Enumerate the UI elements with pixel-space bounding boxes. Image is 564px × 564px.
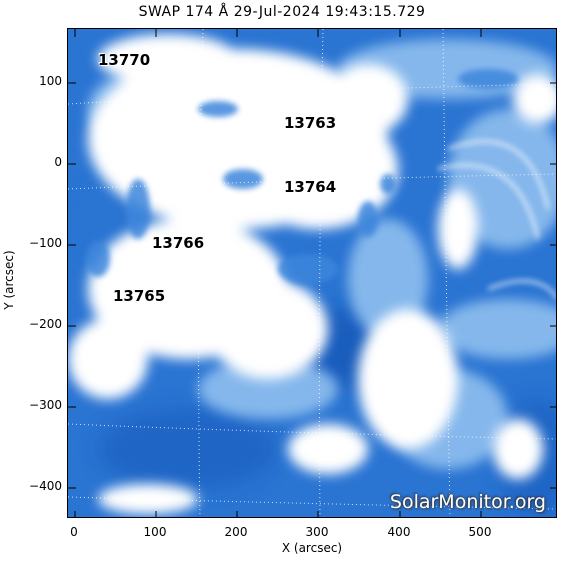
y-axis-label: Y (arcsec) — [2, 250, 16, 310]
active-region-label: 13765 — [113, 287, 166, 305]
y-tick-label: 100 — [39, 74, 62, 88]
x-tick-label: 200 — [224, 525, 248, 539]
active-region-label: 13770 — [98, 51, 151, 69]
x-tick-label: 0 — [70, 525, 78, 539]
x-tick-label: 400 — [387, 525, 411, 539]
x-axis-label: X (arcsec) — [281, 541, 343, 555]
y-tick-label: −200 — [29, 317, 62, 331]
solar-image-panel: 13770 13763 13764 13766 13765 SolarMonit… — [67, 28, 557, 518]
y-tick-label: −400 — [29, 479, 62, 493]
y-tick-label: −300 — [29, 398, 62, 412]
active-region-label: 13764 — [284, 178, 337, 196]
watermark-text: SolarMonitor.org — [389, 491, 546, 513]
x-tick-label: 300 — [305, 525, 329, 539]
euv-solar-image — [68, 29, 556, 517]
x-tick-label: 100 — [143, 525, 167, 539]
active-region-label: 13766 — [152, 234, 205, 252]
image-title: SWAP 174 Å 29-Jul-2024 19:43:15.729 — [138, 4, 426, 20]
active-region-label: 13763 — [284, 114, 337, 132]
y-tick-label: 0 — [54, 155, 62, 169]
x-tick-label: 500 — [468, 525, 492, 539]
y-tick-label: −100 — [29, 236, 62, 250]
